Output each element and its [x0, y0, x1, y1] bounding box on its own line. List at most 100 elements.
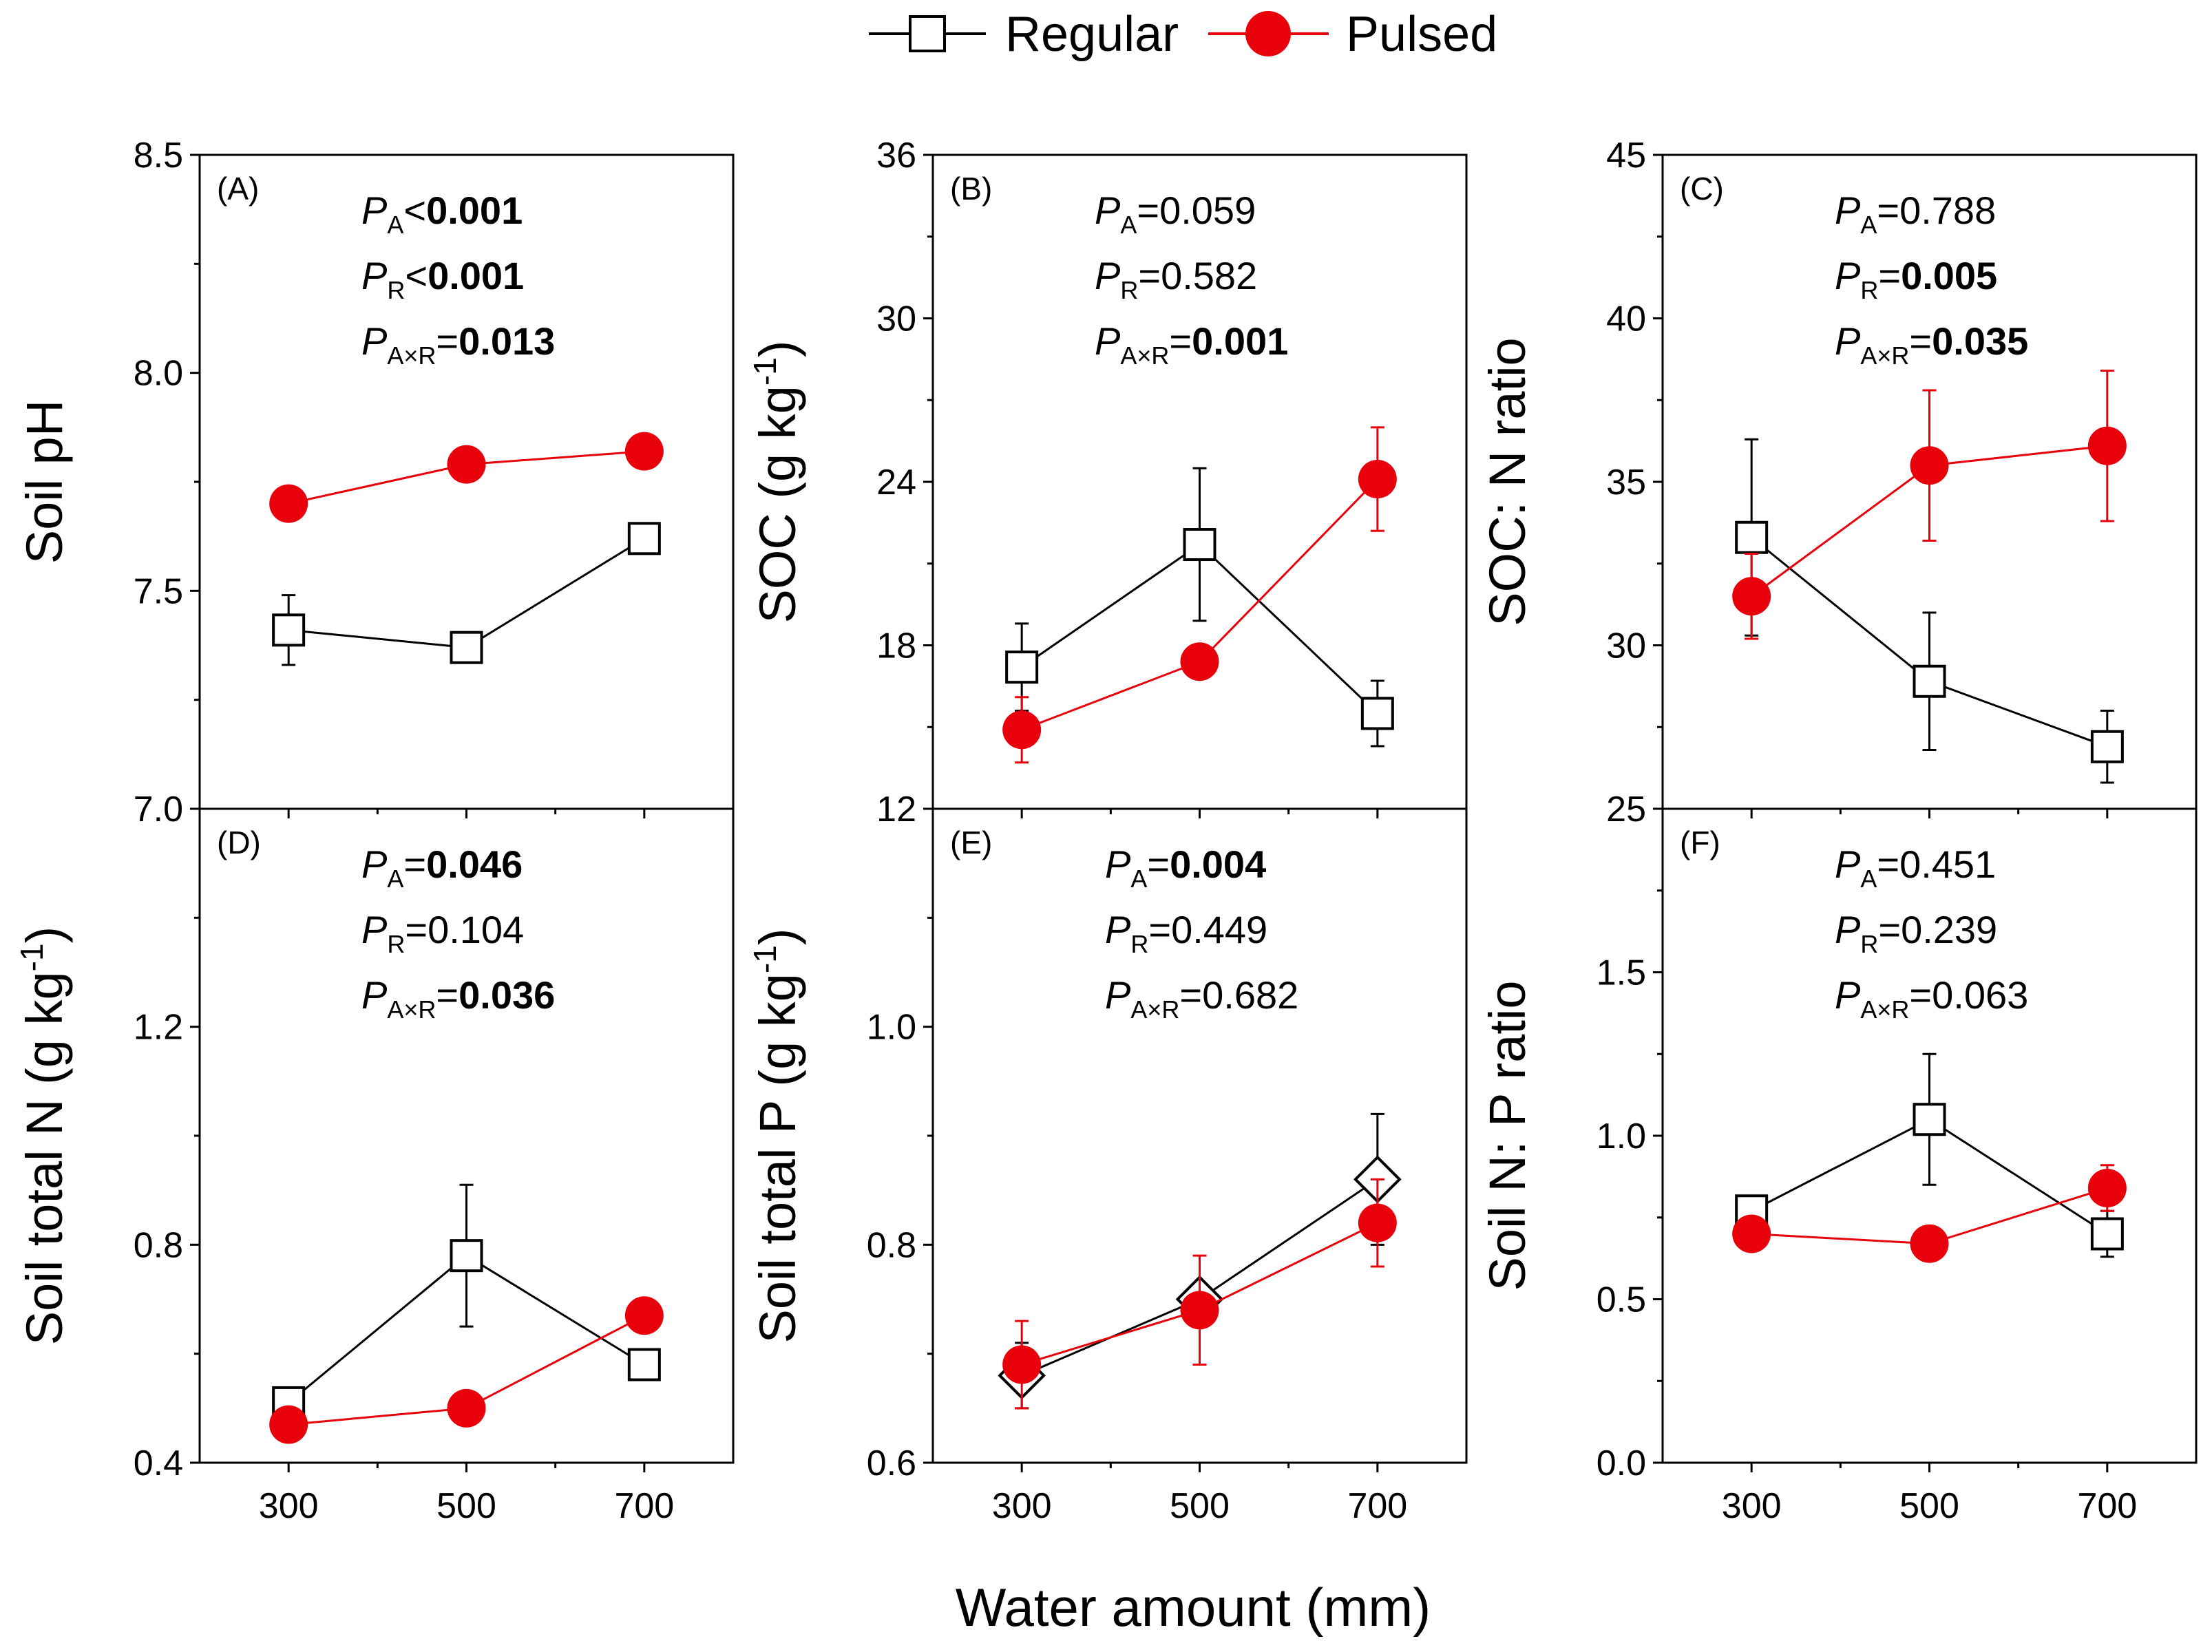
panel-e-stat-op: = [1148, 908, 1171, 951]
panel-b-series-regular-point [1005, 650, 1039, 684]
panel-a-y-axis-label: Soil pH [16, 400, 73, 564]
panel-b-stat-p: P [1095, 254, 1120, 297]
panel-a-series-pulsed-point [269, 484, 308, 523]
panel-b-stat-op: = [1137, 189, 1159, 232]
panel-c-y-axis-label: SOC: N ratio [1479, 337, 1536, 626]
panel-b-stat-2: PA×R=0.001 [1095, 319, 1288, 370]
panel-f-stat-value: 0.451 [1899, 843, 1996, 886]
panel-a-stat-value: 0.001 [428, 254, 524, 297]
panel-a-y-axis-label-main: Soil pH [16, 400, 73, 564]
panel-a-series-regular-point [450, 631, 483, 664]
panel-e-stat-1: PR=0.449 [1105, 908, 1267, 958]
panel-f-stat-value: 0.239 [1901, 908, 1997, 951]
panel-b-y-tick-label: 30 [876, 299, 916, 339]
legend-regular-label: Regular [1005, 7, 1179, 62]
panel-b-stat-value: 0.001 [1192, 319, 1288, 363]
panel-e-stat-op: = [1147, 843, 1170, 886]
panel-b-y-tick-label: 12 [876, 790, 916, 829]
panel-d: 300 500 700 0.4 0.8 1.2 Soil total N (g kg-1) (… [14, 807, 735, 1526]
panel-d-y-tick-label: 0.8 [134, 1225, 183, 1265]
panel-d-series-pulsed-point [447, 1388, 486, 1428]
panel-b-stat-op: = [1138, 254, 1161, 297]
panel-f-stat-p: P [1835, 908, 1860, 951]
panel-c-series-regular-point [1735, 520, 1769, 554]
panel-c-y-axis-label-main: SOC: N ratio [1479, 337, 1536, 626]
panel-c-tag: (C) [1680, 171, 1724, 206]
panel-a-stat-op: = [436, 319, 459, 363]
panel-c-stat-op: = [1878, 254, 1901, 297]
panel-c-stat-0: PA=0.788 [1835, 189, 1996, 239]
panel-a-y-tick-label: 8.5 [134, 136, 183, 176]
panel-e: 300 500 700 0.6 0.8 1.0 Soil total P (g kg-1) (… [747, 807, 1468, 1526]
panel-c-series-pulsed [1732, 370, 2127, 640]
panel-b-y-axis-label-main: SOC (g kg [749, 385, 806, 623]
panel-c-stat-2: PA×R=0.035 [1835, 319, 2028, 370]
panel-a-y-tick-label: 8.0 [134, 354, 183, 394]
panel-d-y-tick-label: 1.2 [134, 1008, 183, 1048]
panel-c-series-pulsed-point [1732, 577, 1771, 616]
panel-f-stat-p: P [1835, 843, 1860, 886]
panel-b-series-regular-point [1183, 528, 1216, 562]
panel-d-series-pulsed-point [269, 1405, 308, 1444]
panel-d-y-axis-label-sup: -1 [14, 943, 50, 971]
panel-e-stat-sub: A [1130, 865, 1147, 893]
panel-e-series-pulsed-point [1358, 1203, 1397, 1242]
panel-f-series-pulsed-point [1732, 1214, 1771, 1253]
panel-d-stat-p: P [361, 843, 387, 886]
panel-b-stat-value: 0.582 [1161, 254, 1257, 297]
panel-e-stat-sub: R [1130, 930, 1148, 958]
panel-f-stat-sub: A [1860, 865, 1877, 893]
panel-c-stat-p: P [1835, 254, 1860, 297]
panel-a-stat-op: < [405, 254, 428, 297]
panel-a-series-pulsed [269, 432, 664, 523]
panel-d-x-tick-label: 700 [614, 1486, 674, 1526]
panel-f-y-tick-label: 0.0 [1597, 1443, 1646, 1483]
panel-b-stat-0: PA=0.059 [1095, 189, 1256, 239]
panel-c-stat-value: 0.005 [1901, 254, 1997, 297]
panel-d-stat-sub: R [387, 930, 405, 958]
panel-e-x-tick-label: 500 [1170, 1486, 1230, 1526]
panel-f-series-pulsed-point [2087, 1169, 2127, 1207]
panel-d-tag: (D) [217, 825, 261, 860]
panel-b-tag: (B) [950, 171, 992, 206]
shared-x-axis-label: Water amount (mm) [956, 1577, 1431, 1638]
panel-a-y-tick-label: 7.0 [134, 790, 183, 829]
panel-b-series-pulsed-point [1180, 642, 1219, 681]
panel-c-y-tick-label: 30 [1606, 626, 1646, 666]
panel-b-stat-sub: A×R [1120, 341, 1169, 370]
legend: Regular Pulsed [869, 7, 1497, 62]
panel-c-stat-value: 0.788 [1899, 189, 1996, 232]
panel-d-series-regular-point [627, 1348, 661, 1381]
panel-d-stat-p: P [361, 973, 387, 1017]
panel-c-stat-value: 0.035 [1932, 319, 2028, 363]
panel-d-stat-value: 0.036 [459, 973, 555, 1017]
panel-a-stat-op: < [403, 189, 426, 232]
panel-e-y-tick-label: 1.0 [867, 1008, 916, 1048]
panel-e-stat-p: P [1105, 843, 1130, 886]
panel-b-y-tick-label: 24 [876, 463, 916, 502]
panel-c-series-pulsed-point [1910, 446, 1949, 485]
panel-a-stat-p: P [361, 254, 387, 297]
panel-f-series-regular-point [2090, 1217, 2124, 1251]
panel-e-stat-p: P [1105, 973, 1130, 1017]
panel-d-stat-p: P [361, 908, 387, 951]
panel-b-series-pulsed-point [1002, 710, 1042, 750]
legend-pulsed: Pulsed [1208, 7, 1497, 62]
panel-a-stat-p: P [361, 189, 387, 232]
panel-f-stat-p: P [1835, 973, 1860, 1017]
panel-f-x-tick-label: 300 [1722, 1486, 1782, 1526]
panel-d-x-tick-label: 300 [259, 1486, 319, 1526]
panel-d-stat-value: 0.046 [426, 843, 523, 886]
panel-d-stat-value: 0.104 [428, 908, 524, 951]
panel-c-stat-p: P [1835, 189, 1860, 232]
panel-e-y-axis-label-main: Soil total P (g kg [749, 973, 806, 1343]
panel-e-stat-2: PA×R=0.682 [1105, 973, 1298, 1024]
legend-pulsed-label: Pulsed [1346, 7, 1497, 62]
panel-e-y-tick-label: 0.6 [867, 1443, 916, 1483]
panel-d-stat-1: PR=0.104 [361, 908, 524, 958]
legend-regular: Regular [869, 7, 1179, 62]
panel-e-stat-value: 0.449 [1171, 908, 1267, 951]
panel-b-series-regular-point [1360, 697, 1394, 730]
